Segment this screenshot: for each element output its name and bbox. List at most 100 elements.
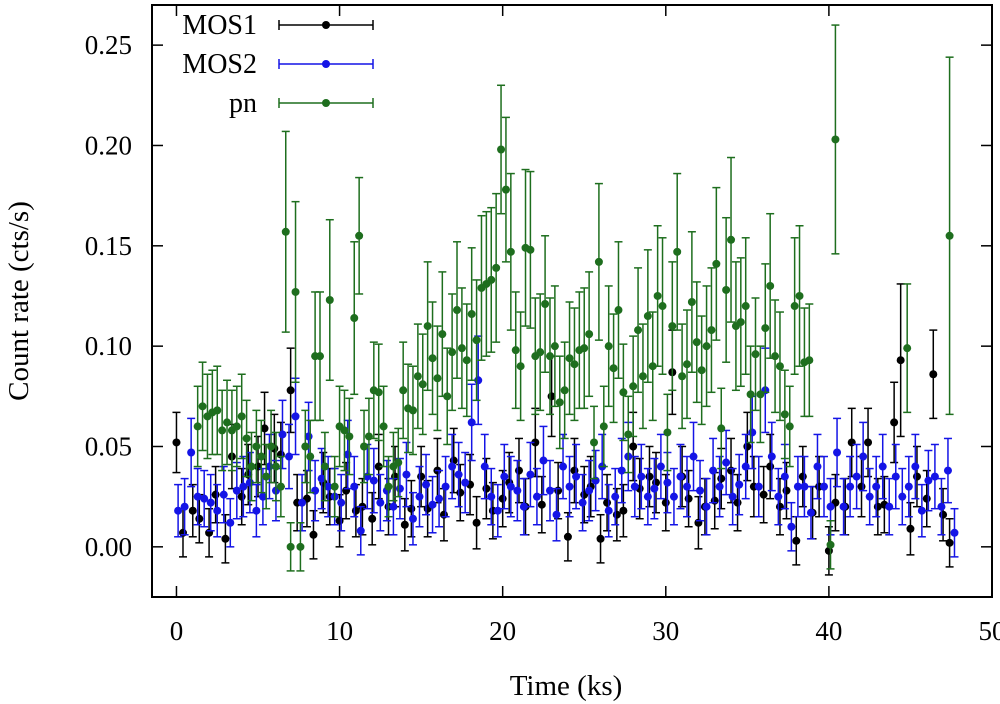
marker — [712, 259, 721, 268]
data-point — [506, 172, 515, 331]
data-point — [775, 477, 784, 536]
marker — [226, 518, 235, 527]
data-point — [697, 315, 706, 426]
marker — [596, 534, 605, 543]
data-point — [727, 156, 736, 323]
data-point — [771, 299, 780, 414]
data-point — [232, 385, 241, 468]
data-point — [423, 479, 432, 538]
marker — [519, 502, 528, 511]
marker — [324, 482, 333, 491]
marker — [619, 388, 628, 397]
marker — [355, 231, 364, 240]
marker — [785, 422, 794, 431]
marker — [741, 302, 750, 311]
marker — [516, 362, 525, 371]
data-point — [374, 343, 383, 442]
marker — [320, 462, 329, 471]
marker — [356, 526, 365, 535]
legend-marker — [322, 99, 330, 107]
data-point — [756, 345, 765, 444]
marker — [278, 430, 287, 439]
data-point — [340, 389, 349, 472]
marker — [257, 452, 266, 461]
data-point — [741, 237, 750, 375]
marker — [609, 364, 618, 373]
data-point — [767, 421, 776, 492]
data-point — [187, 417, 196, 488]
marker — [702, 342, 711, 351]
data-point — [532, 467, 541, 526]
marker — [443, 392, 452, 401]
data-point — [619, 483, 628, 538]
marker — [448, 462, 457, 471]
data-point — [198, 361, 207, 452]
marker — [766, 462, 775, 471]
data-point — [859, 421, 868, 492]
marker — [418, 380, 427, 389]
marker — [930, 472, 939, 481]
data-point — [408, 365, 417, 456]
marker — [904, 482, 913, 491]
marker — [578, 498, 587, 507]
marker — [831, 135, 840, 144]
marker — [187, 448, 196, 457]
data-point — [906, 501, 915, 556]
data-point — [301, 409, 310, 484]
marker — [774, 492, 783, 501]
data-point — [917, 483, 926, 538]
data-point — [472, 495, 481, 550]
data-point — [286, 521, 295, 572]
series-mos2 — [174, 335, 959, 558]
data-point — [658, 237, 667, 375]
marker — [805, 356, 814, 365]
marker — [709, 466, 718, 475]
marker — [696, 486, 705, 495]
data-point — [722, 216, 731, 363]
y-tick-label: 0.15 — [85, 231, 132, 261]
marker — [826, 540, 835, 549]
data-point — [513, 459, 522, 522]
marker — [281, 227, 290, 236]
marker — [415, 492, 424, 501]
data-point — [766, 212, 775, 359]
data-point — [511, 291, 520, 410]
marker — [454, 470, 463, 479]
data-point — [376, 473, 385, 532]
marker — [629, 442, 638, 451]
marker — [291, 287, 300, 296]
marker — [200, 494, 209, 503]
marker — [756, 390, 765, 399]
data-point — [774, 467, 783, 526]
marker — [728, 492, 737, 501]
plot-frame — [151, 4, 993, 598]
data-point — [368, 491, 377, 546]
marker — [498, 494, 507, 503]
marker — [751, 350, 760, 359]
data-point — [939, 487, 948, 542]
marker — [374, 388, 383, 397]
marker — [286, 386, 295, 395]
marker — [554, 486, 563, 495]
marker — [717, 424, 726, 433]
data-point — [570, 307, 579, 422]
data-point — [820, 455, 828, 518]
marker — [219, 490, 228, 499]
data-point — [643, 467, 652, 526]
data-point — [638, 323, 647, 430]
data-point — [193, 385, 202, 468]
marker — [428, 500, 437, 509]
data-point — [497, 84, 506, 215]
legend-marker — [322, 21, 330, 29]
data-point — [603, 473, 612, 532]
marker — [682, 482, 691, 491]
data-point — [443, 347, 452, 446]
marker — [513, 486, 522, 495]
marker — [408, 406, 417, 415]
marker — [536, 348, 545, 357]
marker — [276, 482, 285, 491]
marker — [775, 502, 784, 511]
data-point — [570, 437, 579, 504]
data-point — [462, 303, 471, 418]
